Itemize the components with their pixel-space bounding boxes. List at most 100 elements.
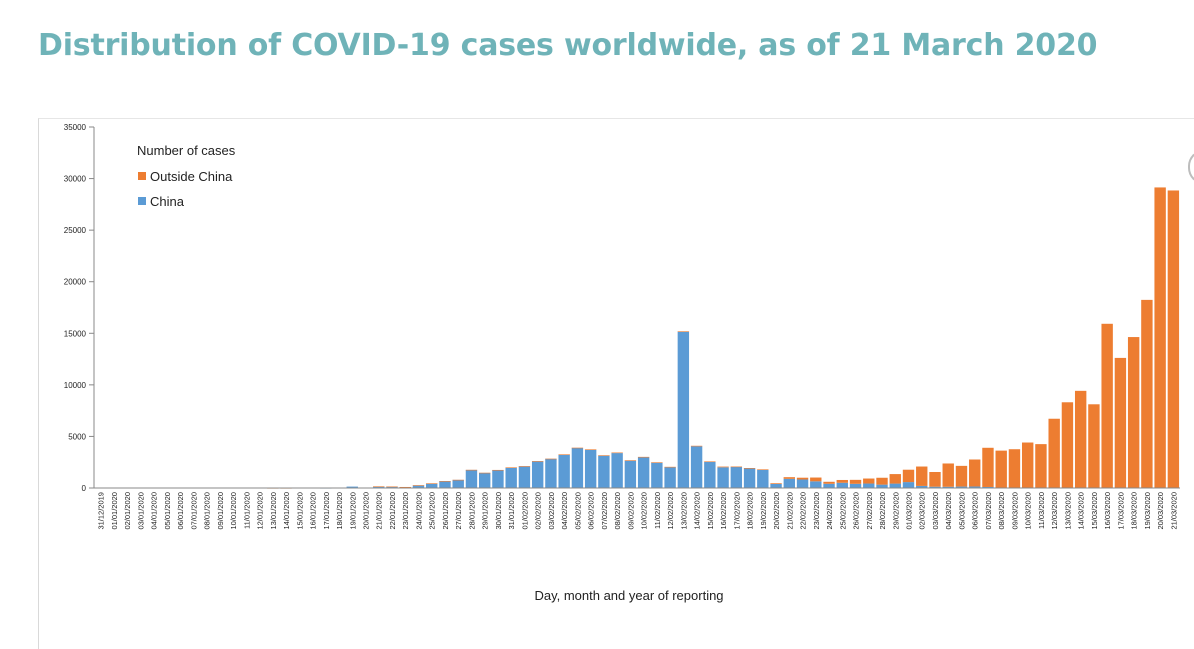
x-tick-label: 29/01/2020: [481, 492, 490, 530]
bar-china: [704, 461, 716, 488]
x-tick-label: 04/03/2020: [944, 492, 953, 530]
x-tick-label: 15/01/2020: [295, 492, 304, 530]
bar-outside-china: [942, 463, 954, 487]
bar-china: [664, 467, 676, 488]
bar-china: [558, 454, 570, 488]
x-tick-label: 03/03/2020: [931, 492, 940, 530]
bars: [94, 187, 1180, 489]
x-tick-label: 04/01/2020: [150, 492, 159, 530]
bar-outside-china: [902, 469, 915, 483]
x-tick-label: 07/03/2020: [984, 492, 993, 530]
bar-outside-china: [876, 477, 888, 485]
x-tick-label: 09/02/2020: [626, 492, 635, 530]
x-tick-label: 02/01/2020: [123, 492, 132, 530]
bar-china: [571, 447, 584, 488]
legend-swatch-china: [138, 197, 146, 205]
x-tick-label: 05/02/2020: [573, 492, 582, 530]
x-tick-label: 10/02/2020: [640, 492, 649, 530]
bar-outside-china: [757, 469, 769, 470]
bar-china: [426, 483, 438, 488]
bar-china: [770, 483, 782, 488]
bar-outside-china: [426, 483, 438, 484]
x-tick-label: 07/02/2020: [600, 492, 609, 530]
bar-outside-china: [995, 450, 1007, 488]
x-tick-label: 21/03/2020: [1169, 492, 1178, 530]
y-tick-label: 10000: [64, 381, 87, 390]
x-tick-label: 09/03/2020: [1010, 492, 1019, 530]
bar-outside-china: [518, 466, 531, 467]
x-tick-label: 17/03/2020: [1116, 492, 1125, 530]
x-tick-label: 15/02/2020: [706, 492, 715, 530]
bar-china: [717, 467, 729, 488]
bar-outside-china: [730, 466, 743, 468]
bar-china: [531, 461, 544, 488]
x-tick-label: 13/02/2020: [679, 492, 688, 530]
bar-china: [545, 458, 557, 488]
x-tick-label: 18/03/2020: [1130, 492, 1139, 530]
bar-china: [849, 483, 862, 488]
bar-outside-china: [770, 483, 782, 484]
bar-outside-china: [545, 458, 557, 460]
x-tick-label: 29/02/2020: [891, 492, 900, 530]
x-tick-label: 20/03/2020: [1156, 492, 1165, 530]
x-tick-label: 08/01/2020: [203, 492, 212, 530]
x-tick-label: 13/03/2020: [1063, 492, 1072, 530]
legend-swatch-outside-china: [138, 172, 146, 180]
x-tick-labels: 31/12/2019 01/01/2020 02/01/2020 03/01/2020…: [97, 492, 1179, 530]
x-tick-label: 11/02/2020: [653, 492, 662, 529]
bar-china: [955, 486, 968, 488]
x-tick-label: 25/01/2020: [428, 492, 437, 530]
x-tick-label: 20/01/2020: [362, 492, 371, 530]
bar-outside-china: [863, 478, 875, 484]
bar-outside-china: [1101, 323, 1113, 488]
bar-outside-china: [969, 459, 981, 487]
x-tick-label: 09/01/2020: [216, 492, 225, 530]
bar-outside-china: [1154, 187, 1166, 488]
x-tick-label: 16/03/2020: [1103, 492, 1112, 530]
y-tick-label: 0: [82, 484, 87, 493]
x-tick-label: 31/01/2020: [507, 492, 516, 530]
bar-outside-china: [651, 462, 663, 463]
x-tick-label: 18/01/2020: [335, 492, 344, 530]
bar-outside-china: [611, 452, 623, 454]
bar-china: [651, 462, 663, 488]
x-tick-label: 24/01/2020: [414, 492, 423, 530]
bar-outside-china: [704, 461, 716, 463]
x-tick-label: 18/02/2020: [746, 492, 755, 530]
bar-outside-china: [1022, 442, 1034, 488]
bar-outside-china: [505, 467, 517, 469]
bar-china: [465, 469, 478, 488]
x-tick-label: 25/02/2020: [838, 492, 847, 530]
x-tick-label: 21/02/2020: [785, 492, 794, 530]
bar-outside-china: [690, 445, 703, 447]
x-tick-label: 05/01/2020: [163, 492, 172, 530]
x-tick-label: 26/01/2020: [441, 492, 450, 530]
x-tick-label: 24/02/2020: [825, 492, 834, 530]
bar-outside-china: [955, 465, 968, 487]
x-tick-label: 15/03/2020: [1090, 492, 1099, 530]
bar-china: [439, 481, 451, 488]
x-tick-label: 20/02/2020: [772, 492, 781, 530]
x-tick-label: 28/02/2020: [878, 492, 887, 530]
x-tick-label: 12/01/2020: [256, 492, 265, 530]
x-tick-label: 13/01/2020: [269, 492, 278, 530]
x-tick-label: 10/01/2020: [229, 492, 238, 530]
x-tick-label: 22/02/2020: [799, 492, 808, 530]
x-tick-label: 14/03/2020: [1077, 492, 1086, 530]
bar-china: [518, 466, 531, 488]
bar-outside-china: [531, 461, 544, 462]
bar-outside-china: [1048, 418, 1060, 488]
bar-china: [863, 483, 875, 488]
bar-china: [373, 486, 385, 488]
bar-outside-china: [743, 468, 756, 469]
bar-china: [479, 472, 491, 488]
bar-outside-china: [1088, 404, 1100, 488]
bar-china: [386, 486, 398, 488]
x-tick-label: 21/01/2020: [375, 492, 384, 530]
y-tick-label: 25000: [64, 226, 87, 235]
bar-china: [412, 485, 425, 488]
page-title: Distribution of COVID-19 cases worldwide…: [38, 28, 1098, 63]
bar-china: [810, 481, 822, 488]
x-tick-label: 28/01/2020: [467, 492, 476, 530]
x-tick-label: 22/01/2020: [388, 492, 397, 530]
